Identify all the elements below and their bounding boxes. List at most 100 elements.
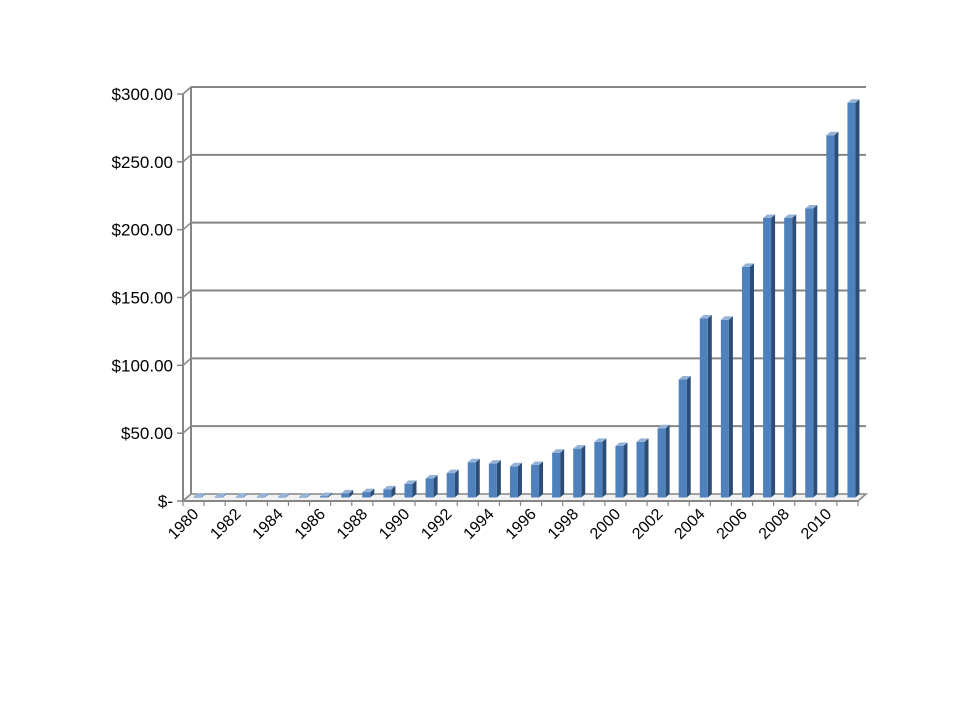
bar-side [285,493,290,498]
x-tick-label-1988: 1988 [334,506,371,543]
bar-1989 [383,485,396,498]
bar-side [328,492,333,498]
gridline-connector-4 [182,222,192,231]
x-tick-label-1994: 1994 [460,506,497,543]
bar-side [412,480,417,498]
x-tick-label-1998: 1998 [545,506,582,543]
bar-top [383,485,396,490]
bar-front [299,496,308,498]
bar-side [475,458,480,498]
bar-side [623,442,628,498]
bar-top [594,438,607,442]
bar-top [805,205,818,209]
bar-side [560,449,565,498]
bar-side [855,99,860,498]
bar-top [678,375,691,380]
x-tick-label-1996: 1996 [503,506,540,543]
bar-front [341,493,350,498]
bar-1998 [573,445,586,498]
bar-2008 [784,214,797,498]
bar-top [341,489,354,494]
bar-side [349,489,354,498]
bar-side [644,438,649,498]
bar-top [552,449,565,453]
bar-top [488,460,501,464]
bar-top [425,475,438,479]
x-tick-label-1980: 1980 [165,506,202,543]
bar-top [277,493,290,497]
bar-side [792,214,797,498]
bar-1987 [341,489,354,498]
bar-front [847,102,856,498]
bar-front [805,208,814,498]
y-tick-label-2: $100.00 [112,356,173,375]
bar-1991 [425,475,438,498]
bar-front [657,428,666,498]
bar-front [193,496,202,498]
bar-front [826,135,835,498]
bar-top [235,493,248,497]
bar-front [720,319,729,498]
bar-side [433,475,438,498]
x-tick-label-1992: 1992 [418,506,455,543]
bar-top [573,445,586,449]
bar-side [707,314,712,498]
bar-front [573,448,582,498]
bar-front [678,379,687,498]
gridline-connector-3 [182,289,192,299]
bar-1990 [404,480,417,498]
bar-side [813,205,818,498]
bar-front [320,496,329,498]
x-tick-label-2004: 2004 [671,506,708,543]
bar-2000 [615,442,628,498]
bar-top [214,493,227,497]
bar-front [531,464,540,498]
bar-top [763,214,776,219]
y-tick-label-0: $- [158,492,173,511]
bar-2002 [657,424,670,498]
x-tick-label-1990: 1990 [376,506,413,543]
x-tick-label-2006: 2006 [714,506,751,543]
bar-front [425,478,434,498]
bar-top [404,480,417,484]
bar-front [404,483,413,498]
bar-front [741,266,750,498]
bar-2004 [699,314,712,498]
bar-top [193,493,206,497]
bar-front [594,441,603,498]
x-tick-labels: 1980 1982 1984 1986 1988 1990 1992 1994 1996 1998… [165,506,835,543]
bar-2001 [636,438,649,498]
x-tick-label-1984: 1984 [250,506,287,543]
bar-top [446,469,459,474]
bar-front [235,496,244,498]
bar-top [784,214,797,219]
bar-1995 [509,462,522,498]
bar-side [454,469,459,498]
y-tick-label-6: $300.00 [112,85,173,104]
bar-top [362,488,375,493]
y-tick-label-4: $200.00 [112,221,173,240]
x-tick-label-1982: 1982 [207,506,244,543]
bar-top [741,263,754,267]
bar-side [539,461,544,498]
bar-1992 [446,469,459,498]
bar-top [467,458,480,463]
x-tick-label-1986: 1986 [292,506,329,543]
bar-side [517,462,522,498]
bar-1981 [214,493,227,498]
bar-side [581,445,586,498]
bar-front [552,452,561,498]
bar-front [699,318,708,498]
gridline-connector-6 [182,86,192,95]
bar-front [446,473,455,498]
bar-1983 [256,493,269,498]
bar-top [509,462,522,467]
bar-top [699,314,712,319]
bar-2005 [720,316,733,498]
bar-1999 [594,438,607,498]
bar-side [834,131,839,498]
gridline-connector-2 [182,357,192,366]
bar-2010 [826,131,839,498]
bar-1988 [362,488,375,498]
bar-2009 [805,205,818,498]
